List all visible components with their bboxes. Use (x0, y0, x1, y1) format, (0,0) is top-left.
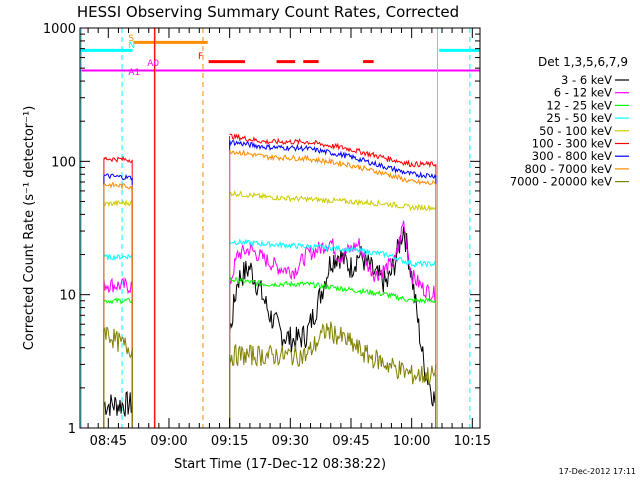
annotation-label: A0 (147, 59, 159, 69)
y-tick-label: 100 (51, 155, 76, 170)
legend-entry: 300 - 800 keV (532, 149, 612, 163)
y-axis: 1 10 100 1000 (43, 22, 480, 437)
series-line (103, 140, 437, 428)
x-tick-label: 09:30 (272, 434, 309, 449)
plot-area: SN A1 A0 F (80, 28, 480, 428)
x-tick-label: 10:15 (454, 434, 491, 449)
legend-title: Det 1,3,5,6,7,9 (538, 55, 628, 69)
legend-entry: 100 - 300 keV (532, 137, 612, 151)
timestamp: 17-Dec-2012 17:11 (559, 467, 636, 476)
x-tick-label: 10:00 (393, 434, 430, 449)
legend-entry: 7000 - 20000 keV (510, 175, 612, 189)
annotation-label: N (128, 41, 135, 51)
x-axis-label: Start Time (17-Dec-12 08:38:22) (174, 457, 386, 472)
x-axis: 08:45 09:00 09:15 09:30 09:45 10:00 10:15 (87, 28, 491, 449)
y-tick-label: 10 (59, 289, 76, 304)
y-axis-label: Corrected Count Rate (s⁻¹ detector⁻¹) (22, 106, 37, 351)
series-line (103, 238, 437, 428)
y-tick-label: 1000 (43, 22, 76, 37)
plot-frame (79, 27, 481, 429)
series-line (103, 189, 437, 428)
x-tick-label: 09:15 (211, 434, 248, 449)
x-tick-label: 09:00 (150, 434, 187, 449)
annotation-label: A1 (128, 68, 140, 78)
series-line (103, 133, 437, 428)
annotation-label: S (128, 34, 134, 44)
series-line (103, 149, 437, 428)
series-line (103, 226, 437, 428)
chart-title: HESSI Observing Summary Count Rates, Cor… (77, 3, 459, 21)
series-line (103, 321, 437, 428)
series-line (103, 276, 437, 428)
series-line (103, 220, 437, 428)
x-tick-label: 09:45 (332, 434, 369, 449)
legend-entry: 12 - 25 keV (546, 98, 612, 112)
y-tick-label: 1 (68, 422, 76, 437)
legend-entry: 25 - 50 keV (546, 111, 612, 125)
legend-entry: 50 - 100 keV (539, 124, 612, 138)
legend-entry: 800 - 7000 keV (524, 162, 612, 176)
x-tick-label: 08:45 (90, 434, 127, 449)
annotation-label: F (198, 52, 203, 62)
legend-entry: 3 - 6 keV (561, 73, 612, 87)
legend-entry: 6 - 12 keV (554, 86, 612, 100)
